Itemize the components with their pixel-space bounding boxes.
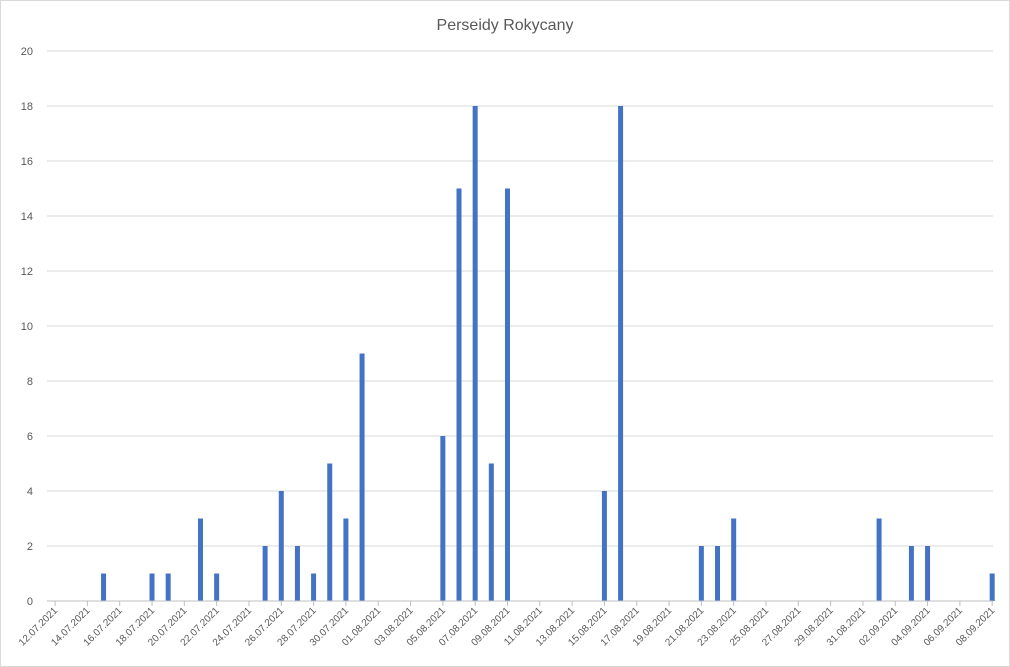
bar: [311, 573, 317, 601]
bar: [327, 463, 333, 601]
bar: [618, 106, 624, 601]
bar: [908, 546, 914, 601]
bar: [343, 518, 349, 601]
y-tick-label: 6: [27, 431, 33, 443]
chart-title: Perseidy Rokycany: [437, 17, 574, 34]
bar: [262, 546, 268, 601]
x-axis-ticks: 12.07.202114.07.202116.07.202118.07.2021…: [17, 601, 998, 649]
bar: [456, 188, 462, 601]
bar: [278, 491, 284, 601]
y-tick-label: 20: [21, 46, 33, 58]
bar: [504, 188, 510, 601]
bar: [294, 546, 300, 601]
bar: [876, 518, 882, 601]
y-tick-label: 10: [21, 321, 33, 333]
y-tick-label: 0: [27, 596, 33, 608]
bar: [359, 353, 365, 601]
bar: [488, 463, 494, 601]
y-tick-label: 14: [21, 211, 33, 223]
bar: [989, 573, 995, 601]
bar: [601, 491, 607, 601]
y-axis-ticks: 0 2 4 6 8 10 12 14 16 18 20: [21, 46, 33, 608]
y-tick-label: 16: [21, 156, 33, 168]
bar: [731, 518, 737, 601]
y-tick-label: 18: [21, 101, 33, 113]
bar: [165, 573, 171, 601]
bar: [715, 546, 721, 601]
bar: [197, 518, 203, 601]
y-tick-label: 2: [27, 541, 33, 553]
bar: [440, 436, 446, 601]
gridlines: [47, 50, 993, 547]
y-tick-label: 4: [27, 486, 33, 498]
bar: [925, 546, 931, 601]
y-tick-label: 8: [27, 376, 33, 388]
y-tick-label: 12: [21, 266, 33, 278]
bar: [101, 573, 107, 601]
bars: [101, 106, 995, 601]
bar: [149, 573, 155, 601]
bar: [698, 546, 704, 601]
bar: [214, 573, 220, 601]
bar: [472, 106, 478, 601]
